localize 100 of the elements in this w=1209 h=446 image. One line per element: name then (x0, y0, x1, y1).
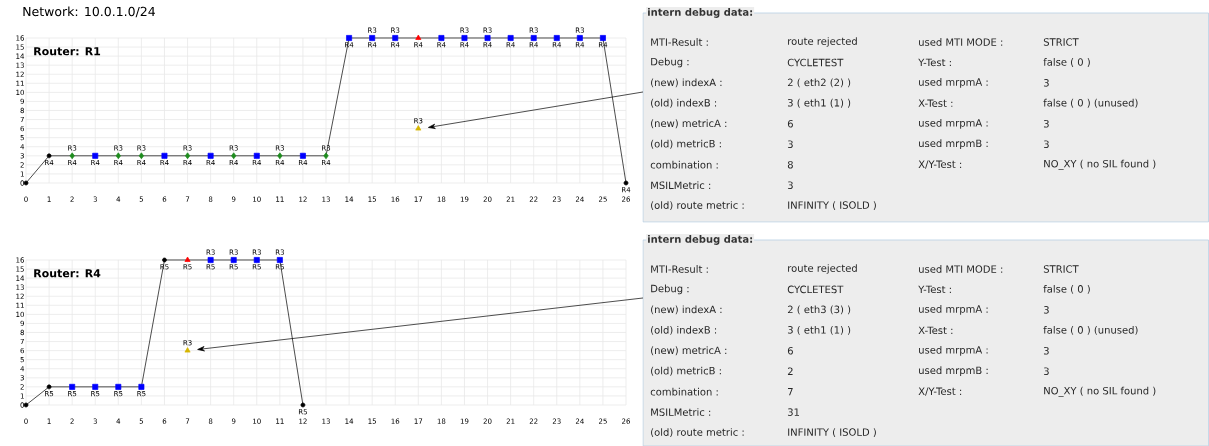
text: (old) metricB : (651, 139, 721, 149)
point (599, 34, 606, 41)
text: false ( 0 ) (unused) (1043, 98, 1138, 108)
text: used mrpmB : (919, 366, 988, 376)
text: 6 (787, 346, 793, 355)
point (184, 347, 191, 353)
text: X-Test : (918, 99, 953, 107)
text: (new) indexA : (651, 305, 722, 315)
point (207, 152, 214, 159)
text: 8 (787, 160, 793, 169)
text: NO_XY ( no SIL found ) (1044, 386, 1156, 397)
point (415, 34, 422, 40)
point (230, 256, 237, 263)
point (231, 152, 237, 159)
text: 31 (787, 408, 800, 416)
text: used mrpmA : (919, 345, 988, 356)
text: combination : (650, 160, 718, 169)
point (69, 383, 76, 390)
point (300, 402, 306, 408)
point (369, 34, 376, 41)
text: used mrpmA : (919, 77, 988, 88)
text: 3 (1043, 346, 1049, 355)
text: 2 (787, 367, 793, 375)
chart-title: Network: 10.0.1.0/24 (23, 6, 155, 17)
point (276, 256, 283, 263)
text: 3 (1043, 305, 1049, 314)
text: Y-Test : (918, 58, 951, 67)
text: used MTI MODE : (919, 37, 1003, 46)
text: false ( 0 ) (unused) (1043, 325, 1138, 335)
text: X-Test : (918, 326, 953, 334)
text: route rejected (788, 263, 857, 274)
text: used mrpmB : (919, 139, 988, 149)
text: MTI-Result : (651, 37, 708, 46)
point (553, 34, 560, 41)
point (46, 153, 52, 158)
text: intern debug data: (648, 7, 753, 18)
point (115, 152, 121, 159)
point (253, 256, 260, 263)
point (530, 34, 537, 41)
text: Debug : (651, 57, 689, 68)
text: X/Y-Test : (918, 387, 962, 396)
point (138, 152, 144, 159)
point (507, 34, 514, 41)
text: 3 (787, 181, 793, 189)
text: Y-Test : (918, 285, 951, 293)
text: 2 ( eth2 (2) ) (787, 78, 851, 88)
text: 2 ( eth3 (3) ) (787, 305, 851, 315)
point (207, 256, 214, 263)
point (184, 152, 191, 159)
text: 3 (1043, 367, 1049, 375)
point (438, 34, 445, 41)
text: 3 (1043, 78, 1049, 87)
text: CYCLETEST (787, 58, 844, 67)
point (92, 383, 99, 390)
text: (new) indexA : (651, 78, 722, 88)
text: used mrpmA : (919, 118, 988, 129)
point (161, 152, 168, 159)
text: 3 (1043, 140, 1049, 148)
text: (old) route metric : (651, 427, 744, 437)
text: Router: R4 (34, 269, 101, 278)
point (115, 383, 122, 390)
text: used MTI MODE : (919, 264, 1003, 273)
text: (new) metricA : (651, 346, 727, 356)
point (576, 34, 583, 41)
text: (old) indexB : (651, 325, 717, 335)
text: intern debug data: (648, 234, 753, 245)
point (392, 34, 399, 41)
text: INFINITY ( ISOLD ) (788, 427, 876, 437)
text: NO_XY ( no SIL found ) (1044, 159, 1156, 170)
point (138, 383, 145, 390)
point (461, 34, 468, 41)
point (253, 152, 260, 159)
text: route rejected (788, 36, 857, 47)
point (323, 152, 329, 159)
text: STRICT (1043, 265, 1079, 273)
text: STRICT (1043, 38, 1079, 46)
text: CYCLETEST (787, 285, 844, 293)
text: (new) metricA : (651, 119, 727, 129)
text: MTI-Result : (651, 264, 708, 273)
text: false ( 0 ) (1043, 57, 1090, 67)
text: 3 (787, 140, 793, 148)
point (346, 34, 353, 41)
text: 7 (788, 387, 793, 396)
point (623, 180, 629, 186)
point (92, 152, 99, 159)
point (277, 152, 283, 159)
point (46, 384, 52, 390)
text: X/Y-Test : (918, 160, 962, 169)
text: 3 ( eth1 (1) ) (787, 325, 851, 335)
text: Router: R1 (34, 47, 101, 56)
text: INFINITY ( ISOLD ) (788, 200, 876, 210)
text: combination : (650, 387, 718, 396)
point (162, 257, 167, 263)
point (415, 125, 422, 131)
text: MSILMetric : (651, 408, 711, 416)
point (69, 152, 75, 159)
text: Debug : (651, 284, 689, 295)
text: (old) route metric : (651, 200, 744, 210)
text: MSILMetric : (651, 181, 711, 189)
text: (old) metricB : (651, 366, 721, 376)
